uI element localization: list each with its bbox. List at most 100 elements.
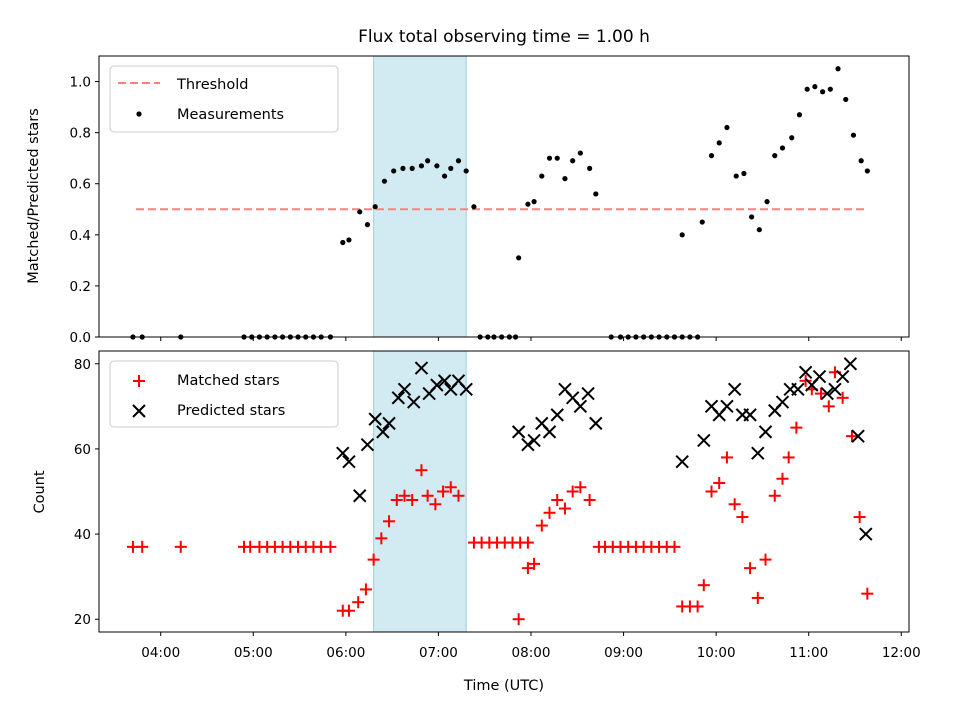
predicted-star-point <box>589 416 603 431</box>
measurement-point <box>708 153 715 159</box>
measurements-legend-label: Measurements <box>177 107 284 123</box>
observing-window-shade-bottom <box>373 350 467 633</box>
matched-star-point <box>720 451 733 464</box>
top-legend-box <box>109 65 339 133</box>
top-legend: Threshold Measurements <box>109 65 339 133</box>
x-axis-label: Time (UTC) <box>463 678 544 694</box>
measurement-point <box>463 168 469 174</box>
matched-star-point <box>705 485 718 498</box>
matched-star-point <box>421 489 434 502</box>
measurement-point <box>340 239 346 246</box>
matched-star-point <box>668 540 681 553</box>
matched-star-point <box>574 481 587 494</box>
predicted-star-point <box>675 454 689 469</box>
count-points <box>126 357 874 626</box>
matched-star-point <box>406 494 419 507</box>
x-tick-label: 12:00 <box>882 645 921 661</box>
predicted-star-point <box>353 489 367 503</box>
matched-star-point <box>822 400 835 413</box>
top-axis-ticks: 0.0 0.2 0.4 0.6 0.8 1.0 <box>70 75 902 346</box>
measurement-point <box>400 165 406 171</box>
matched-star-point <box>521 562 534 575</box>
measurement-point <box>471 204 477 210</box>
matched-star-point <box>751 591 764 604</box>
matched-star-point <box>861 587 874 600</box>
matched-star-point <box>390 494 403 507</box>
measurement-point <box>733 173 739 179</box>
bottom-y-axis-label: Count <box>32 470 48 513</box>
predicted-star-point <box>843 357 858 371</box>
measurement-point <box>843 96 849 103</box>
top-y-tick-label: 0.8 <box>70 126 91 142</box>
measurement-point <box>418 163 425 169</box>
matched-star-point <box>512 613 525 626</box>
predicted-star-point <box>727 382 742 397</box>
predicted-star-point <box>798 365 813 379</box>
measurement-point <box>364 222 371 228</box>
measurement-point <box>812 84 818 90</box>
predicted-star-point <box>368 412 382 426</box>
x-tick-label: 05:00 <box>234 645 273 661</box>
predicted-legend-swatch <box>132 404 146 418</box>
bottom-y-tick-label: 60 <box>74 442 91 458</box>
matched-star-point <box>398 489 411 502</box>
measurement-point <box>525 201 531 207</box>
matched-star-point <box>736 511 749 524</box>
predicted-star-point <box>573 399 588 414</box>
measurements-legend-swatch <box>136 111 142 117</box>
measurement-point <box>724 124 730 131</box>
predicted-star-point <box>521 437 535 452</box>
predicted-star-point <box>758 425 773 439</box>
matched-star-point <box>558 502 571 515</box>
measurement-point <box>593 191 599 197</box>
matched-star-point <box>744 562 757 575</box>
measurement-point <box>764 199 770 205</box>
predicted-star-point <box>751 446 765 460</box>
threshold-legend-label: Threshold <box>176 77 248 93</box>
bottom-y-tick-label: 20 <box>74 612 91 628</box>
measurement-point <box>409 165 415 171</box>
predicted-legend-label: Predicted stars <box>177 403 285 419</box>
measurement-point <box>804 86 810 92</box>
predicted-star-point <box>342 454 356 469</box>
matched-star-point <box>324 540 337 553</box>
measurement-point <box>789 135 795 141</box>
measurement-point <box>391 168 397 174</box>
matched-star-point <box>415 464 428 477</box>
matched-star-point <box>845 430 858 443</box>
predicted-star-point <box>459 382 473 397</box>
measurement-point <box>425 158 431 164</box>
matched-star-point <box>543 506 556 519</box>
predicted-star-point <box>391 391 406 405</box>
predicted-star-point <box>430 378 444 392</box>
measurement-point <box>850 132 857 138</box>
measurement-point <box>749 214 755 220</box>
measurement-point <box>346 237 352 243</box>
top-y-tick-label: 0.2 <box>70 279 91 295</box>
matched-star-point <box>836 391 849 404</box>
measurement-point <box>577 150 583 156</box>
matched-star-point <box>359 583 372 596</box>
matched-star-point <box>728 498 741 511</box>
matched-legend-label: Matched stars <box>177 373 280 389</box>
measurement-point <box>434 163 440 169</box>
matched-star-point <box>782 451 795 464</box>
matched-star-point <box>759 553 772 566</box>
matched-star-point <box>768 489 781 502</box>
bottom-y-tick-label: 80 <box>74 357 91 373</box>
measurement-point <box>858 158 864 164</box>
predicted-star-point <box>407 395 421 409</box>
matched-star-point <box>697 579 710 592</box>
predicted-star-point <box>336 446 350 460</box>
top-y-axis-label: Matched/Predicted stars <box>26 108 42 284</box>
matched-star-point <box>383 515 396 528</box>
matched-star-point <box>583 494 596 507</box>
measurement-point <box>756 227 762 233</box>
predicted-star-point <box>581 386 595 401</box>
measurement-point <box>562 176 568 182</box>
x-tick-label: 06:00 <box>326 645 365 661</box>
measurement-point <box>779 145 786 151</box>
predicted-star-point <box>382 416 396 431</box>
x-tick-label: 10:00 <box>697 645 736 661</box>
bottom-legend-box <box>109 360 339 428</box>
